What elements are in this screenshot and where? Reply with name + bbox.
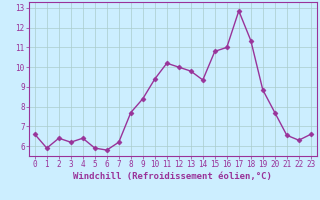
X-axis label: Windchill (Refroidissement éolien,°C): Windchill (Refroidissement éolien,°C) bbox=[73, 172, 272, 181]
